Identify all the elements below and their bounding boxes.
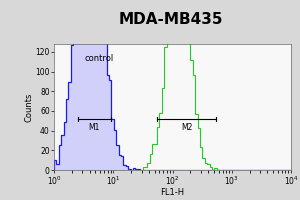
X-axis label: FL1-H: FL1-H [160, 188, 184, 197]
Polygon shape [54, 0, 291, 170]
Y-axis label: Counts: Counts [25, 92, 34, 122]
Text: control: control [85, 54, 114, 63]
Text: M2: M2 [181, 123, 192, 132]
Text: M1: M1 [88, 123, 100, 132]
Text: MDA-MB435: MDA-MB435 [119, 11, 223, 26]
